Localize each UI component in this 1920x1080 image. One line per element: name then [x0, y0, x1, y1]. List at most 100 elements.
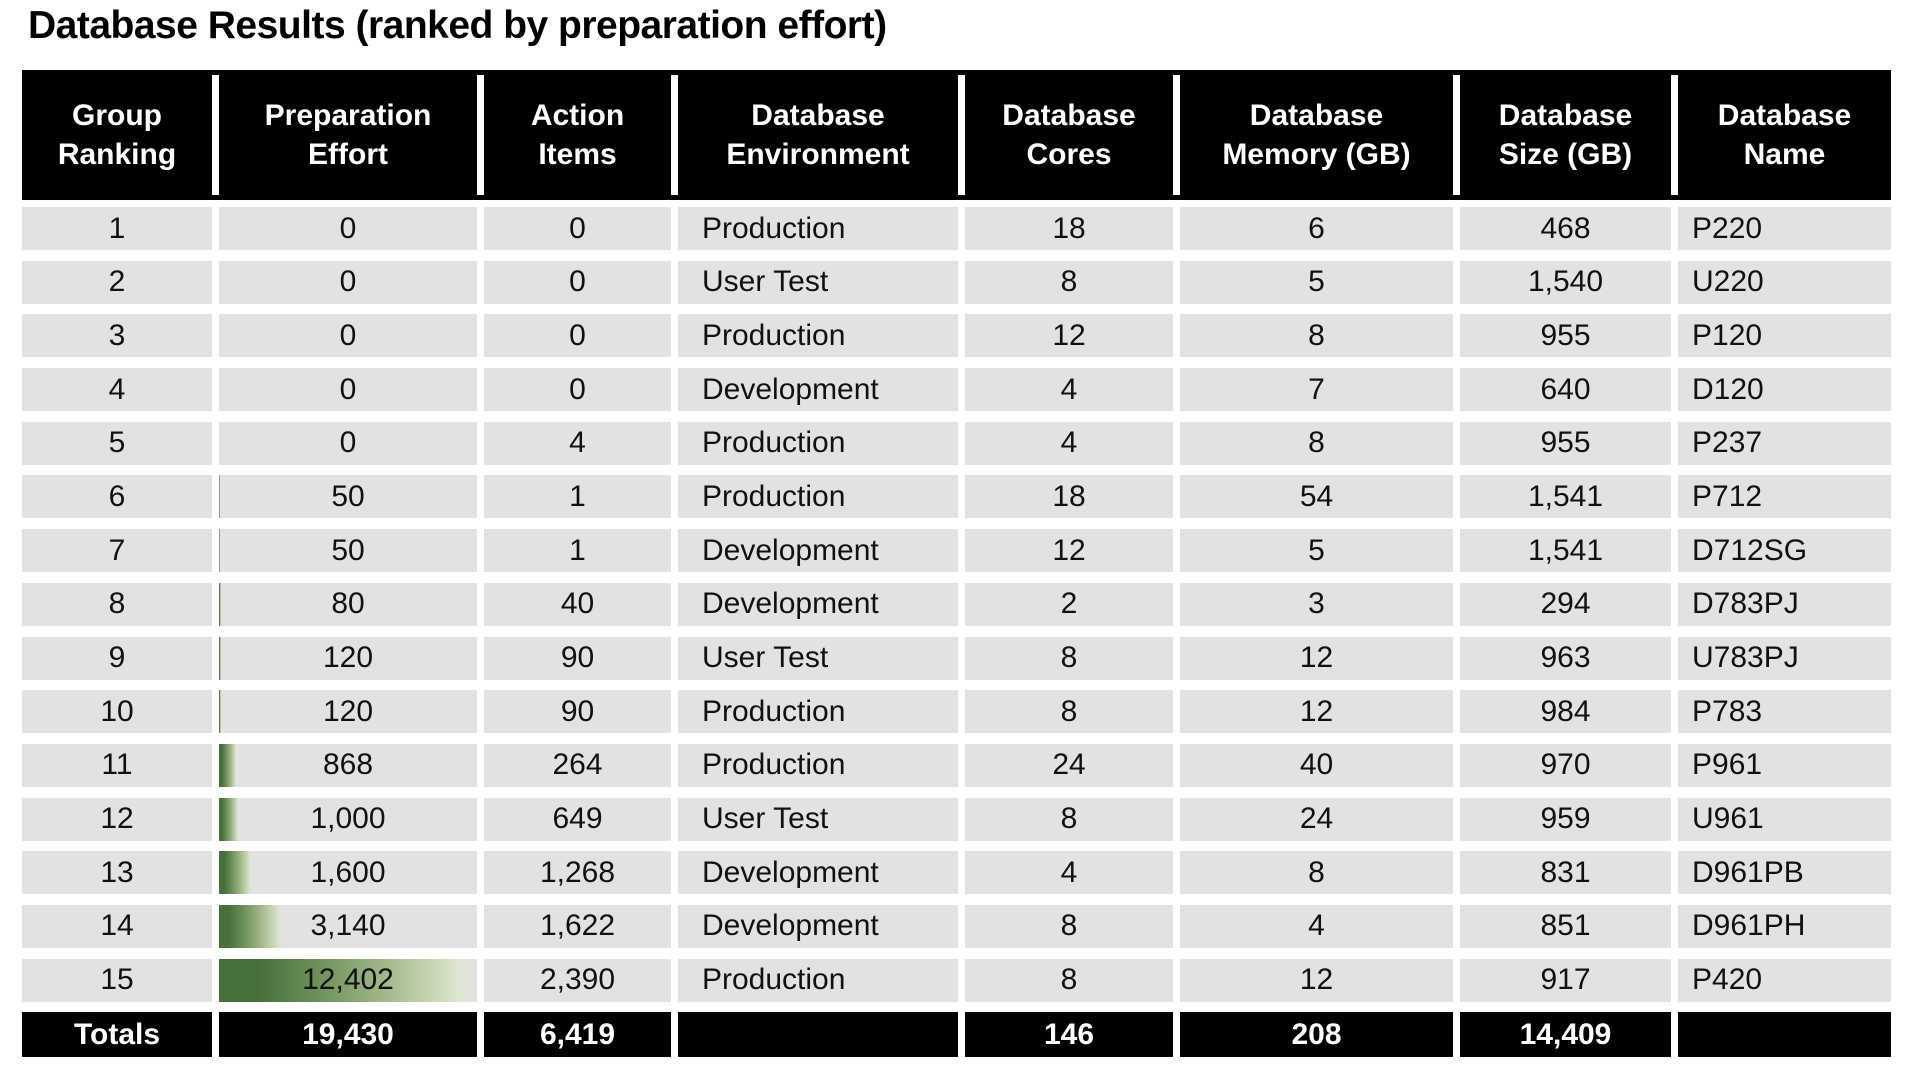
- cell-database-size-gb: 1,541: [1460, 529, 1671, 573]
- cell-preparation-effort: 0: [219, 207, 477, 250]
- preparation-effort-databar: [219, 797, 240, 841]
- cell-database-memory-gb: 5: [1180, 260, 1453, 304]
- cell-database-cores: 24: [965, 743, 1173, 787]
- cell-value: 15: [100, 963, 134, 997]
- preparation-effort-databar: [219, 582, 221, 626]
- cell-database-environment: User Test: [678, 260, 958, 304]
- cell-value: 0: [569, 211, 586, 245]
- cell-value: 0: [569, 372, 586, 406]
- cell-value: Production: [702, 694, 846, 728]
- cell-group-ranking: 2: [22, 260, 212, 304]
- cell-database-memory-gb: 54: [1180, 475, 1453, 519]
- cell-value: 8: [1060, 641, 1078, 674]
- cell-database-environment: Development: [678, 529, 958, 573]
- cell-database-name: P220: [1678, 207, 1891, 250]
- cell-value: 1: [569, 479, 586, 513]
- cell-value: U961: [1692, 802, 1764, 836]
- cell-database-memory-gb: 3: [1180, 582, 1453, 626]
- cell-value: D783PJ: [1692, 587, 1799, 621]
- cell-value: 90: [560, 641, 595, 674]
- cell-value: 12: [1052, 318, 1086, 352]
- cell-group-ranking: 13: [22, 851, 212, 895]
- cell-database-size-gb: 963: [1460, 636, 1671, 680]
- cell-value: U220: [1692, 265, 1764, 299]
- cell-preparation-effort: 0: [219, 260, 477, 304]
- cell-value: 4: [569, 426, 586, 460]
- cell-value: 5: [1308, 533, 1325, 567]
- cell-value: 294: [1540, 587, 1591, 621]
- cell-value: 0: [569, 318, 586, 352]
- cell-action-items: 0: [484, 207, 671, 250]
- cell-preparation-effort: 1,600: [219, 851, 477, 895]
- cell-database-name: P783: [1678, 690, 1891, 734]
- cell-value: Development: [702, 372, 879, 406]
- cell-value: 18: [1052, 211, 1086, 245]
- preparation-effort-databar: [219, 851, 252, 895]
- cell-value: P120: [1692, 318, 1763, 352]
- cell-database-environment: Development: [678, 904, 958, 948]
- header-label-line1: Database: [1002, 99, 1136, 132]
- cell-value: 955: [1540, 426, 1591, 460]
- cell-value: 0: [339, 426, 357, 460]
- cell-database-environment: Production: [678, 690, 958, 734]
- totals-cell-database-environment: [678, 1012, 958, 1058]
- cell-database-cores: 8: [965, 797, 1173, 841]
- cell-value: Production: [702, 963, 846, 997]
- cell-value: 5: [1308, 265, 1325, 299]
- cell-value: 7: [1308, 372, 1325, 406]
- cell-value: 18: [1052, 479, 1086, 513]
- cell-database-name: P237: [1678, 421, 1891, 465]
- cell-database-environment: Production: [678, 314, 958, 358]
- cell-value: Production: [702, 748, 846, 782]
- header-label-line1: Database: [751, 99, 885, 132]
- cell-value: 1,540: [1527, 265, 1604, 299]
- cell-value: 970: [1540, 748, 1591, 782]
- cell-value: 851: [1540, 909, 1591, 943]
- cell-value: 6: [1308, 211, 1325, 245]
- cell-database-environment: Production: [678, 958, 958, 1002]
- results-table: Group Ranking Preparation Effort Action …: [22, 70, 1891, 1058]
- cell-value: Production: [702, 426, 846, 460]
- cell-database-cores: 2: [965, 582, 1173, 626]
- cell-action-items: 1: [484, 529, 671, 573]
- header-cell-database-name: Database Name: [1678, 75, 1891, 195]
- cell-value: 649: [552, 802, 603, 836]
- cell-value: 14: [100, 909, 134, 943]
- cell-value: 1,541: [1527, 479, 1604, 513]
- cell-group-ranking: 5: [22, 421, 212, 465]
- cell-preparation-effort: 50: [219, 475, 477, 519]
- preparation-effort-databar: [219, 690, 222, 734]
- cell-database-name: D783PJ: [1678, 582, 1891, 626]
- cell-action-items: 0: [484, 368, 671, 412]
- cell-value: 8: [1308, 426, 1325, 460]
- cell-value: 0: [339, 211, 357, 245]
- cell-database-environment: Development: [678, 851, 958, 895]
- cell-preparation-effort: 868: [219, 743, 477, 787]
- cell-value: 9: [108, 641, 126, 674]
- cell-value: 4: [1308, 909, 1325, 943]
- cell-value: 868: [322, 748, 374, 782]
- cell-preparation-effort: 0: [219, 314, 477, 358]
- header-cell-database-environment: Database Environment: [678, 75, 958, 195]
- cell-value: 2: [1060, 587, 1078, 621]
- cell-preparation-effort: 120: [219, 636, 477, 680]
- preparation-effort-databar: [219, 475, 221, 519]
- cell-value: 831: [1540, 855, 1591, 889]
- totals-cell-database-size-gb: 14,409: [1460, 1012, 1671, 1058]
- cell-value: 8: [1060, 694, 1078, 728]
- cell-value: 12,402: [302, 963, 394, 997]
- cell-database-size-gb: 955: [1460, 314, 1671, 358]
- cell-value: 54: [1299, 479, 1334, 513]
- cell-value: 4: [108, 372, 126, 406]
- cell-database-size-gb: 294: [1460, 582, 1671, 626]
- cell-database-cores: 8: [965, 904, 1173, 948]
- cell-value: 1,600: [310, 855, 386, 889]
- cell-value: 12: [1299, 641, 1334, 674]
- header-label-line2: Size (GB): [1498, 138, 1633, 171]
- cell-preparation-effort: 0: [219, 421, 477, 465]
- header-bottom-rule: [22, 195, 1891, 200]
- cell-action-items: 0: [484, 314, 671, 358]
- cell-value: 24: [1052, 748, 1086, 782]
- cell-database-memory-gb: 12: [1180, 958, 1453, 1002]
